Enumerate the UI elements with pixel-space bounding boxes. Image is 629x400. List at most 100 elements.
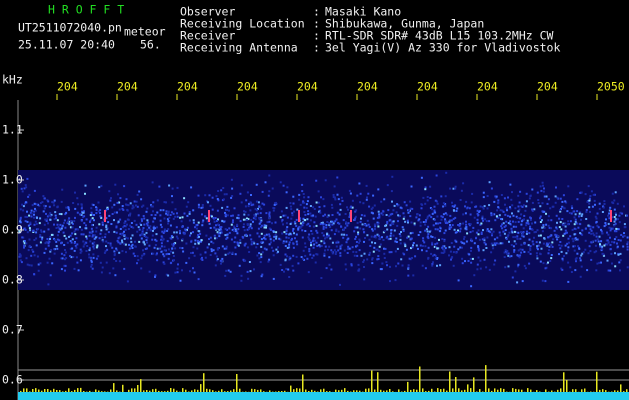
noise-dot bbox=[324, 179, 327, 182]
noise-dot bbox=[321, 221, 324, 224]
noise-dot bbox=[260, 238, 263, 241]
noise-dot bbox=[334, 253, 337, 255]
noise-dot bbox=[170, 211, 173, 214]
noise-dot bbox=[169, 214, 172, 216]
noise-dot bbox=[123, 267, 126, 270]
spike bbox=[260, 389, 262, 392]
noise-dot bbox=[622, 235, 625, 238]
noise-dot bbox=[619, 252, 622, 255]
spike bbox=[152, 389, 154, 392]
noise-dot bbox=[222, 198, 225, 201]
noise-dot bbox=[320, 245, 323, 247]
noise-dot bbox=[130, 222, 133, 224]
spike bbox=[176, 390, 178, 392]
noise-dot bbox=[594, 244, 597, 247]
noise-dot bbox=[19, 226, 22, 229]
noise-dot bbox=[373, 246, 376, 249]
noise-dot bbox=[259, 221, 262, 224]
noise-dot bbox=[417, 219, 420, 222]
noise-dot bbox=[469, 213, 472, 216]
noise-dot bbox=[81, 206, 83, 209]
noise-dot bbox=[81, 210, 83, 213]
noise-dot bbox=[291, 212, 294, 215]
noise-dot bbox=[423, 241, 426, 244]
spike bbox=[137, 385, 139, 392]
spike bbox=[515, 388, 517, 392]
noise-dot bbox=[380, 200, 383, 203]
noise-dot bbox=[156, 252, 158, 255]
noise-dot bbox=[217, 218, 219, 221]
noise-dot bbox=[480, 233, 483, 235]
noise-dot bbox=[312, 254, 315, 257]
noise-dot bbox=[91, 267, 94, 270]
noise-dot bbox=[372, 250, 375, 253]
noise-dot bbox=[63, 244, 66, 246]
noise-dot bbox=[563, 207, 566, 210]
noise-dot bbox=[290, 208, 293, 211]
noise-dot bbox=[350, 263, 353, 266]
noise-dot bbox=[261, 273, 264, 276]
noise-dot bbox=[195, 227, 198, 230]
noise-dot bbox=[72, 222, 74, 225]
noise-dot bbox=[201, 256, 203, 259]
noise-dot bbox=[540, 247, 543, 250]
noise-dot bbox=[482, 207, 485, 210]
noise-dot bbox=[619, 239, 622, 242]
noise-dot bbox=[436, 202, 439, 205]
noise-dot bbox=[183, 212, 186, 215]
noise-dot bbox=[310, 214, 313, 217]
noise-dot bbox=[268, 220, 271, 223]
noise-dot bbox=[142, 204, 145, 207]
noise-dot bbox=[217, 223, 219, 226]
noise-dot bbox=[26, 210, 28, 213]
noise-dot bbox=[407, 211, 410, 214]
noise-dot bbox=[151, 205, 154, 208]
noise-dot bbox=[507, 265, 510, 268]
noise-dot bbox=[92, 245, 95, 248]
noise-dot bbox=[274, 221, 277, 224]
noise-dot bbox=[411, 231, 414, 234]
spike bbox=[416, 389, 418, 392]
noise-dot bbox=[275, 237, 278, 240]
spike bbox=[212, 390, 214, 392]
noise-dot bbox=[179, 279, 182, 282]
spike bbox=[56, 390, 58, 392]
noise-dot bbox=[561, 259, 564, 262]
noise-dot bbox=[258, 257, 261, 260]
noise-dot bbox=[90, 265, 93, 268]
noise-dot bbox=[482, 191, 485, 194]
spike bbox=[44, 389, 46, 392]
noise-dot bbox=[363, 266, 365, 268]
noise-dot bbox=[491, 244, 494, 247]
noise-dot bbox=[339, 254, 342, 257]
noise-dot bbox=[113, 250, 116, 253]
noise-dot bbox=[594, 239, 597, 242]
noise-dot bbox=[359, 201, 362, 204]
noise-dot bbox=[45, 241, 48, 244]
noise-dot bbox=[273, 235, 276, 238]
noise-dot bbox=[226, 214, 229, 217]
noise-dot bbox=[477, 247, 480, 250]
noise-dot bbox=[608, 226, 611, 229]
noise-dot bbox=[493, 200, 496, 203]
noise-dot bbox=[476, 268, 479, 271]
noise-dot bbox=[322, 234, 325, 237]
noise-dot bbox=[626, 248, 629, 251]
noise-dot bbox=[441, 216, 444, 219]
noise-dot bbox=[339, 245, 342, 248]
signal-strip bbox=[18, 392, 629, 400]
noise-dot bbox=[248, 261, 251, 263]
noise-dot bbox=[83, 215, 86, 218]
noise-dot bbox=[181, 238, 184, 241]
noise-dot bbox=[407, 221, 409, 224]
spike bbox=[350, 391, 352, 392]
noise-dot bbox=[146, 224, 149, 227]
noise-dot bbox=[392, 234, 395, 237]
noise-dot bbox=[253, 242, 256, 245]
noise-dot bbox=[256, 209, 258, 212]
noise-dot bbox=[322, 198, 325, 201]
noise-dot bbox=[124, 228, 127, 231]
noise-dot bbox=[333, 249, 336, 252]
noise-dot bbox=[249, 270, 252, 273]
noise-dot bbox=[525, 205, 528, 208]
